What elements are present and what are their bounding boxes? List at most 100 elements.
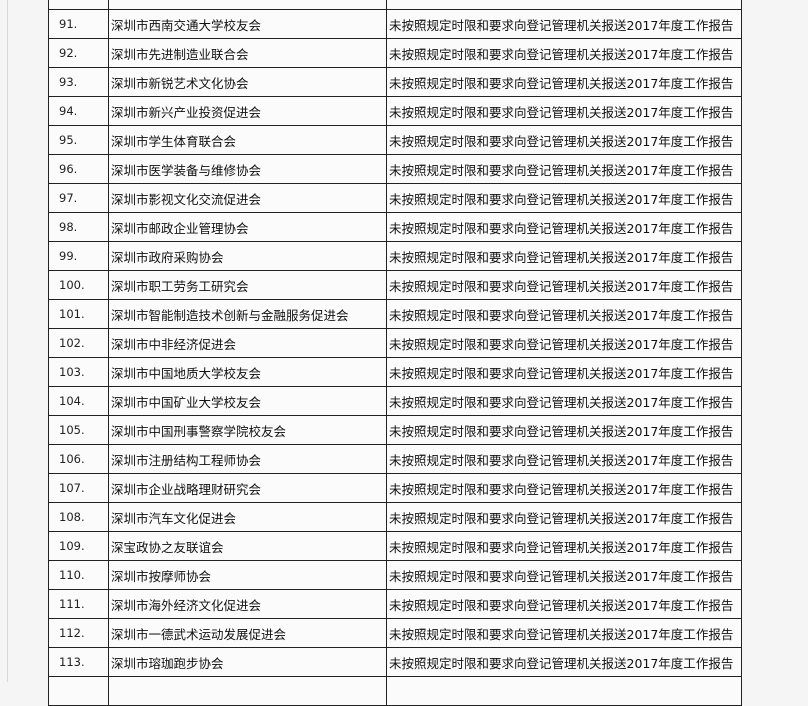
organization-name-cell: 深圳市瑢珈跑步协会 bbox=[108, 647, 387, 677]
row-number-cell: 91. bbox=[48, 9, 109, 39]
table-row: 97. 深圳市影视文化交流促进会 未按照规定时限和要求向登记管理机关报送2017年度… bbox=[48, 183, 742, 213]
reason-cell: 未按照规定时限和要求向登记管理机关报送2017年度工作报告 bbox=[386, 154, 742, 184]
row-number-cell: 111. bbox=[48, 589, 109, 619]
table-row: 107. 深圳市企业战略理财研究会 未按照规定时限和要求向登记管理机关报送2017年… bbox=[48, 473, 742, 503]
row-number-cell: 101. bbox=[48, 299, 109, 329]
row-number-cell: 94. bbox=[48, 96, 109, 126]
organization-name-cell: 深圳市职工劳务工研究会 bbox=[108, 270, 387, 300]
table-row: 108. 深圳市汽车文化促进会 未按照规定时限和要求向登记管理机关报送2017年度工… bbox=[48, 502, 742, 532]
row-number-cell: 113. bbox=[48, 647, 109, 677]
organization-name-cell: 深圳市中非经济促进会 bbox=[108, 328, 387, 358]
empty-cell bbox=[108, 676, 387, 706]
row-number-cell: 99. bbox=[48, 241, 109, 271]
table-row: 104. 深圳市中国矿业大学校友会 未按照规定时限和要求向登记管理机关报送2017年… bbox=[48, 386, 742, 416]
table-row: 106. 深圳市注册结构工程师协会 未按照规定时限和要求向登记管理机关报送2017年… bbox=[48, 444, 742, 474]
organization-name-cell: 深圳市中国刑事警察学院校友会 bbox=[108, 415, 387, 445]
table-row: 91. 深圳市西南交通大学校友会 未按照规定时限和要求向登记管理机关报送2017年度… bbox=[48, 9, 742, 39]
organization-name-cell bbox=[108, 0, 387, 10]
reason-cell: 未按照规定时限和要求向登记管理机关报送2017年度工作报告 bbox=[386, 125, 742, 155]
organization-name-cell: 深圳市影视文化交流促进会 bbox=[108, 183, 387, 213]
table-row: 99. 深圳市政府采购协会 未按照规定时限和要求向登记管理机关报送2017年度工作报… bbox=[48, 241, 742, 271]
row-number-cell: 98. bbox=[48, 212, 109, 242]
organization-name-cell: 深圳市先进制造业联合会 bbox=[108, 38, 387, 68]
row-number-cell: 106. bbox=[48, 444, 109, 474]
organization-name-cell: 深圳市政府采购协会 bbox=[108, 241, 387, 271]
reason-cell: 未按照规定时限和要求向登记管理机关报送2017年度工作报告 bbox=[386, 270, 742, 300]
organization-name-cell: 深圳市中国地质大学校友会 bbox=[108, 357, 387, 387]
table-row: 96. 深圳市医学装备与维修协会 未按照规定时限和要求向登记管理机关报送2017年度… bbox=[48, 154, 742, 184]
organization-name-cell: 深圳市医学装备与维修协会 bbox=[108, 154, 387, 184]
table-row: 110. 深圳市按摩师协会 未按照规定时限和要求向登记管理机关报送2017年度工作报… bbox=[48, 560, 742, 590]
organization-name-cell: 深圳市新锐艺术文化协会 bbox=[108, 67, 387, 97]
table-row: 92. 深圳市先进制造业联合会 未按照规定时限和要求向登记管理机关报送2017年度工… bbox=[48, 38, 742, 68]
table-row: 98. 深圳市邮政企业管理协会 未按照规定时限和要求向登记管理机关报送2017年度工… bbox=[48, 212, 742, 242]
reason-cell: 未按照规定时限和要求向登记管理机关报送2017年度工作报告 bbox=[386, 560, 742, 590]
reason-cell: 未按照规定时限和要求向登记管理机关报送2017年度工作报告 bbox=[386, 357, 742, 387]
reason-cell: 未按照规定时限和要求向登记管理机关报送2017年度工作报告 bbox=[386, 502, 742, 532]
organization-name-cell: 深圳市注册结构工程师协会 bbox=[108, 444, 387, 474]
table-row: 102. 深圳市中非经济促进会 未按照规定时限和要求向登记管理机关报送2017年度工… bbox=[48, 328, 742, 358]
table-row-partial-top bbox=[48, 0, 742, 10]
row-number-cell: 96. bbox=[48, 154, 109, 184]
reason-cell bbox=[386, 0, 742, 10]
table-row: 103. 深圳市中国地质大学校友会 未按照规定时限和要求向登记管理机关报送2017年… bbox=[48, 357, 742, 387]
reason-cell: 未按照规定时限和要求向登记管理机关报送2017年度工作报告 bbox=[386, 444, 742, 474]
organization-name-cell: 深圳市智能制造技术创新与金融服务促进会 bbox=[108, 299, 387, 329]
table-row: 101. 深圳市智能制造技术创新与金融服务促进会 未按照规定时限和要求向登记管理机关… bbox=[48, 299, 742, 329]
table-row-partial-bottom bbox=[48, 676, 742, 706]
reason-cell: 未按照规定时限和要求向登记管理机关报送2017年度工作报告 bbox=[386, 647, 742, 677]
row-number-cell: 109. bbox=[48, 531, 109, 561]
organization-name-cell: 深圳市按摩师协会 bbox=[108, 560, 387, 590]
row-number-cell: 105. bbox=[48, 415, 109, 445]
table-row: 105. 深圳市中国刑事警察学院校友会 未按照规定时限和要求向登记管理机关报送201… bbox=[48, 415, 742, 445]
reason-cell: 未按照规定时限和要求向登记管理机关报送2017年度工作报告 bbox=[386, 241, 742, 271]
organization-name-cell: 深圳市西南交通大学校友会 bbox=[108, 9, 387, 39]
row-number-cell: 102. bbox=[48, 328, 109, 358]
reason-cell: 未按照规定时限和要求向登记管理机关报送2017年度工作报告 bbox=[386, 299, 742, 329]
table-row: 111. 深圳市海外经济文化促进会 未按照规定时限和要求向登记管理机关报送2017年… bbox=[48, 589, 742, 619]
table-row: 100. 深圳市职工劳务工研究会 未按照规定时限和要求向登记管理机关报送2017年度… bbox=[48, 270, 742, 300]
row-number-cell: 112. bbox=[48, 618, 109, 648]
reason-cell: 未按照规定时限和要求向登记管理机关报送2017年度工作报告 bbox=[386, 38, 742, 68]
reason-cell: 未按照规定时限和要求向登记管理机关报送2017年度工作报告 bbox=[386, 67, 742, 97]
reason-cell: 未按照规定时限和要求向登记管理机关报送2017年度工作报告 bbox=[386, 473, 742, 503]
organization-name-cell: 深圳市新兴产业投资促进会 bbox=[108, 96, 387, 126]
organization-list-table: 91. 深圳市西南交通大学校友会 未按照规定时限和要求向登记管理机关报送2017年度… bbox=[48, 0, 742, 706]
reason-cell: 未按照规定时限和要求向登记管理机关报送2017年度工作报告 bbox=[386, 386, 742, 416]
page-edge-rule bbox=[7, 0, 8, 682]
reason-cell: 未按照规定时限和要求向登记管理机关报送2017年度工作报告 bbox=[386, 212, 742, 242]
organization-name-cell: 深圳市海外经济文化促进会 bbox=[108, 589, 387, 619]
table-row: 112. 深圳市一德武术运动发展促进会 未按照规定时限和要求向登记管理机关报送201… bbox=[48, 618, 742, 648]
empty-cell bbox=[48, 676, 109, 706]
reason-cell: 未按照规定时限和要求向登记管理机关报送2017年度工作报告 bbox=[386, 531, 742, 561]
reason-cell: 未按照规定时限和要求向登记管理机关报送2017年度工作报告 bbox=[386, 618, 742, 648]
row-number-cell: 103. bbox=[48, 357, 109, 387]
row-number-cell: 95. bbox=[48, 125, 109, 155]
row-number-cell: 100. bbox=[48, 270, 109, 300]
row-number-cell: 107. bbox=[48, 473, 109, 503]
reason-cell: 未按照规定时限和要求向登记管理机关报送2017年度工作报告 bbox=[386, 183, 742, 213]
table-row: 95. 深圳市学生体育联合会 未按照规定时限和要求向登记管理机关报送2017年度工作… bbox=[48, 125, 742, 155]
reason-cell: 未按照规定时限和要求向登记管理机关报送2017年度工作报告 bbox=[386, 96, 742, 126]
reason-cell: 未按照规定时限和要求向登记管理机关报送2017年度工作报告 bbox=[386, 9, 742, 39]
reason-cell: 未按照规定时限和要求向登记管理机关报送2017年度工作报告 bbox=[386, 328, 742, 358]
reason-cell: 未按照规定时限和要求向登记管理机关报送2017年度工作报告 bbox=[386, 415, 742, 445]
organization-name-cell: 深圳市一德武术运动发展促进会 bbox=[108, 618, 387, 648]
row-number-cell bbox=[48, 0, 109, 10]
table-row: 94. 深圳市新兴产业投资促进会 未按照规定时限和要求向登记管理机关报送2017年度… bbox=[48, 96, 742, 126]
empty-cell bbox=[386, 676, 742, 706]
row-number-cell: 97. bbox=[48, 183, 109, 213]
row-number-cell: 92. bbox=[48, 38, 109, 68]
organization-name-cell: 深宝政协之友联谊会 bbox=[108, 531, 387, 561]
organization-name-cell: 深圳市企业战略理财研究会 bbox=[108, 473, 387, 503]
reason-cell: 未按照规定时限和要求向登记管理机关报送2017年度工作报告 bbox=[386, 589, 742, 619]
table-row: 93. 深圳市新锐艺术文化协会 未按照规定时限和要求向登记管理机关报送2017年度工… bbox=[48, 67, 742, 97]
organization-name-cell: 深圳市邮政企业管理协会 bbox=[108, 212, 387, 242]
row-number-cell: 108. bbox=[48, 502, 109, 532]
table-row: 113. 深圳市瑢珈跑步协会 未按照规定时限和要求向登记管理机关报送2017年度工作… bbox=[48, 647, 742, 677]
row-number-cell: 93. bbox=[48, 67, 109, 97]
table-row: 109. 深宝政协之友联谊会 未按照规定时限和要求向登记管理机关报送2017年度工作… bbox=[48, 531, 742, 561]
organization-name-cell: 深圳市学生体育联合会 bbox=[108, 125, 387, 155]
organization-name-cell: 深圳市汽车文化促进会 bbox=[108, 502, 387, 532]
row-number-cell: 104. bbox=[48, 386, 109, 416]
